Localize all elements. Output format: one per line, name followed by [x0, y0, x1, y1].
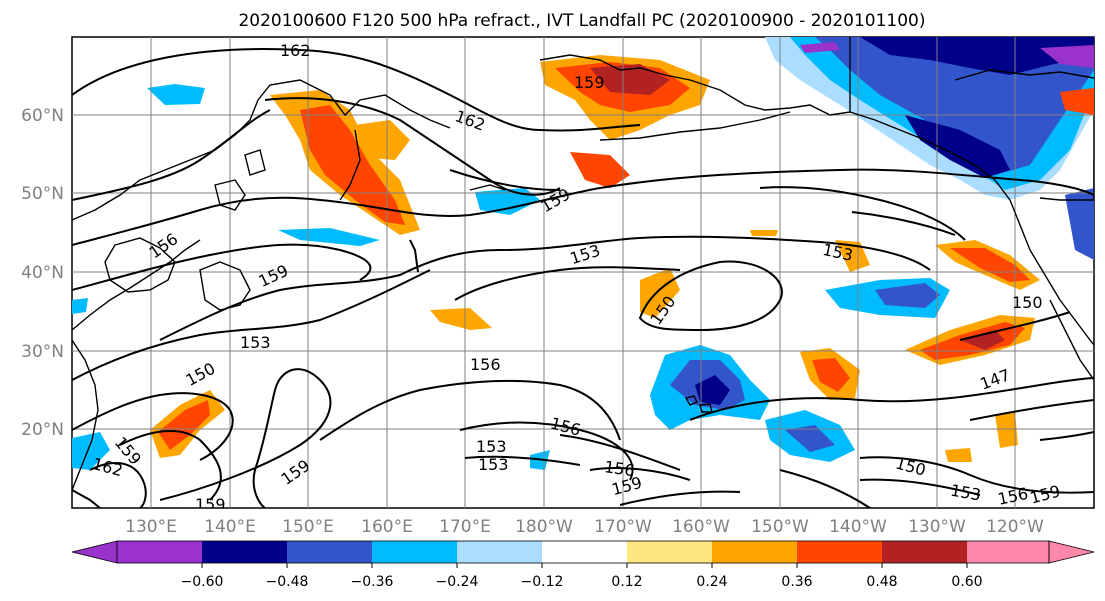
shade-neg-sw [72, 432, 110, 470]
colorbar-segment [117, 541, 202, 563]
lat-label: 30°N [21, 342, 64, 362]
latitude-labels: 60°N 50°N 40°N 30°N 20°N [21, 106, 64, 440]
contour-label: 156 [603, 457, 636, 480]
colorbar-segment [967, 541, 1049, 563]
contour-label: 150 [1012, 293, 1043, 312]
lon-label: 160°W [672, 517, 730, 537]
shade-neg-pnw [1065, 188, 1094, 260]
colorbar-segment [712, 541, 797, 563]
contour-label: 159 [574, 73, 605, 92]
lon-label: 170°E [439, 517, 491, 537]
lat-label: 20°N [21, 420, 64, 440]
contour-label: 153 [478, 455, 509, 474]
colorbar-tick-label: 0.48 [866, 574, 897, 590]
lon-label: 160°E [361, 517, 413, 537]
shade-pos-wp-2 [158, 400, 210, 450]
shade-pos-bering-3 [590, 64, 670, 95]
map-title: 2020100600 F120 500 hPa refract., IVT La… [238, 11, 925, 31]
contour-label: 159 [195, 495, 226, 514]
colorbar-tick-label: −0.60 [181, 574, 224, 590]
colorbar-segment [457, 541, 542, 563]
shade-pos-mid-5 [1060, 88, 1094, 115]
shade-neg-alaska-5 [905, 115, 1010, 178]
colorbar-segment [797, 541, 882, 563]
shade-neg-mid-5 [785, 425, 835, 452]
colorbar-segment [202, 541, 287, 563]
shade-neg-alaska-3 [815, 37, 1094, 175]
shade-pos-mid-6 [945, 448, 972, 462]
colorbar-tick-label: 0.12 [611, 574, 642, 590]
colorbar-outline [116, 540, 1050, 564]
shade-neg-small-2 [72, 298, 88, 314]
shade-pos-aleut [570, 152, 630, 188]
shade-neg-nw-3 [278, 228, 380, 246]
shade-pos-mid-3 [835, 240, 870, 272]
lon-label: 150°W [751, 517, 809, 537]
shade-pos-mid-4 [995, 412, 1018, 448]
lon-label: 180°W [515, 517, 573, 537]
colorbar-extend-right [1048, 540, 1095, 564]
lon-label: 130°W [908, 517, 966, 537]
longitude-labels: 130°E 140°E 150°E 160°E 170°E 180°W 170°… [125, 517, 1044, 537]
colorbar-tick-label: 0.24 [696, 574, 727, 590]
colorbar-extend-left [71, 540, 118, 564]
lat-label: 40°N [21, 263, 64, 283]
shade-neg-mid-3 [695, 375, 730, 405]
lon-label: 140°E [204, 517, 256, 537]
refractivity-contours [72, 48, 1094, 508]
colorbar-segment [882, 541, 967, 563]
shade-pos-ca-2 [950, 248, 1030, 282]
shade-pos-mid-1 [430, 308, 492, 330]
colorbar-segment [372, 541, 457, 563]
shade-pos-hawaii-ne-2 [812, 358, 850, 392]
colorbar-segment [627, 541, 712, 563]
colorbar-tick-label: −0.36 [351, 574, 394, 590]
shade-neg-alaska-4 [860, 37, 1094, 75]
shade-neg-mid-7 [875, 283, 940, 308]
lat-label: 60°N [21, 106, 64, 126]
colorbar-tick-label: −0.48 [266, 574, 309, 590]
colorbar-tick-label: −0.12 [521, 574, 564, 590]
lat-label: 50°N [21, 184, 64, 204]
colorbar-tick-label: 0.60 [951, 574, 982, 590]
shade-pos-mid-7 [750, 230, 778, 236]
shade-neg-purple [1040, 45, 1094, 68]
contour-label: 156 [470, 355, 501, 374]
shade-neg-nw [147, 84, 205, 105]
colorbar-tick-label: 0.36 [781, 574, 812, 590]
contour-label: 153 [476, 437, 507, 456]
colorbar-ticks [201, 563, 968, 568]
colorbar: −0.60 −0.48 −0.36 −0.24 −0.12 0.12 0.24 … [71, 540, 1095, 590]
lon-label: 150°E [282, 517, 334, 537]
ivt-shading [72, 37, 1094, 470]
shade-neg-purple-2 [800, 42, 840, 53]
shade-pos-kamchatka-3 [355, 120, 410, 160]
lon-label: 140°W [829, 517, 887, 537]
contour-label: 162 [280, 41, 311, 60]
lon-label: 130°E [125, 517, 177, 537]
lon-label: 170°W [594, 517, 652, 537]
colorbar-tick-label: −0.24 [436, 574, 479, 590]
graticule [72, 37, 1094, 508]
contour-label: 153 [240, 333, 271, 352]
colorbar-segment [287, 541, 372, 563]
shade-pos-kamchatka-2 [300, 105, 405, 225]
colorbar-segment [542, 541, 627, 563]
shade-pos-baja-3 [960, 330, 1005, 350]
lon-label: 120°W [986, 517, 1044, 537]
